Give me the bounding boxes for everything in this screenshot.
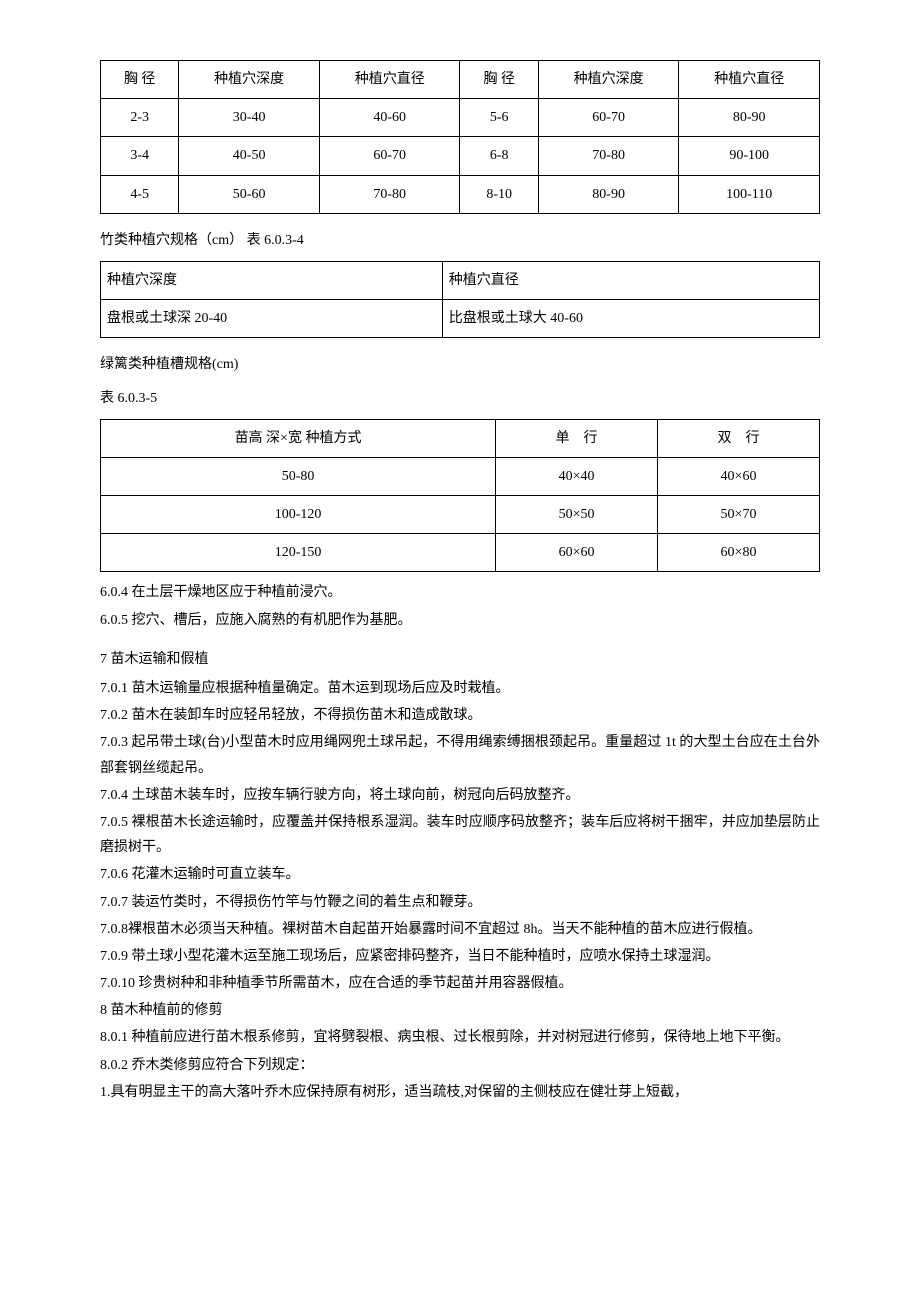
table-cell: 40×40: [496, 457, 658, 495]
planting-spec-table-1: 胸 径 种植穴深度 种植穴直径 胸 径 种植穴深度 种植穴直径 2-3 30-4…: [100, 60, 820, 214]
table-cell: 40×60: [658, 457, 820, 495]
paragraph-702: 7.0.2 苗木在装卸车时应轻吊轻放，不得损伤苗木和造成散球。: [100, 703, 820, 728]
paragraph-706: 7.0.6 花灌木运输时可直立装车。: [100, 862, 820, 887]
table-cell: 50-60: [179, 175, 320, 213]
table-cell: 80-90: [538, 175, 679, 213]
paragraph-802: 8.0.2 乔木类修剪应符合下列规定：: [100, 1053, 820, 1078]
section-7-title: 7 苗木运输和假植: [100, 647, 820, 672]
table-cell: 种植穴深度: [101, 261, 443, 299]
paragraph-604: 6.0.4 在土层干燥地区应于种植前浸穴。: [100, 580, 820, 605]
table-header: 种植穴深度: [179, 61, 320, 99]
table-header: 胸 径: [101, 61, 179, 99]
paragraph-605: 6.0.5 挖穴、槽后，应施入腐熟的有机肥作为基肥。: [100, 608, 820, 633]
table-cell: 50-80: [101, 457, 496, 495]
table-cell: 盘根或土球深 20-40: [101, 300, 443, 338]
table-cell: 60×80: [658, 534, 820, 572]
paragraph-705: 7.0.5 裸根苗木长途运输时，应覆盖并保持根系湿润。装车时应顺序码放整齐；装车…: [100, 810, 820, 860]
hedge-spec-table: 苗高 深×宽 种植方式 单 行 双 行 50-80 40×40 40×60 10…: [100, 419, 820, 573]
table-cell: 50×50: [496, 496, 658, 534]
table-cell: 60-70: [538, 99, 679, 137]
section-8-title: 8 苗木种植前的修剪: [100, 998, 820, 1023]
table-cell: 50×70: [658, 496, 820, 534]
table-cell: 3-4: [101, 137, 179, 175]
paragraph-704: 7.0.4 土球苗木装车时，应按车辆行驶方向，将土球向前，树冠向后码放整齐。: [100, 783, 820, 808]
table-header: 种植穴深度: [538, 61, 679, 99]
table-cell: 60×60: [496, 534, 658, 572]
bamboo-spec-table: 种植穴深度 种植穴直径 盘根或土球深 20-40 比盘根或土球大 40-60: [100, 261, 820, 338]
table-cell: 60-70: [319, 137, 460, 175]
table-cell: 4-5: [101, 175, 179, 213]
table-cell: 100-120: [101, 496, 496, 534]
table-cell: 6-8: [460, 137, 538, 175]
table-cell: 70-80: [538, 137, 679, 175]
table-header: 双 行: [658, 419, 820, 457]
paragraph-801: 8.0.1 种植前应进行苗木根系修剪，宜将劈裂根、病虫根、过长根剪除，并对树冠进…: [100, 1025, 820, 1050]
paragraph-703: 7.0.3 起吊带土球(台)小型苗木时应用绳网兜土球吊起，不得用绳索缚捆根颈起吊…: [100, 730, 820, 780]
table-header: 胸 径: [460, 61, 538, 99]
table-cell: 5-6: [460, 99, 538, 137]
paragraph-701: 7.0.1 苗木运输量应根据种植量确定。苗木运到现场后应及时栽植。: [100, 676, 820, 701]
paragraph-707: 7.0.7 装运竹类时，不得损伤竹竿与竹鞭之间的着生点和鞭芽。: [100, 890, 820, 915]
table-cell: 120-150: [101, 534, 496, 572]
table-cell: 种植穴直径: [442, 261, 819, 299]
table2-title: 竹类种植穴规格（cm） 表 6.0.3-4: [100, 228, 820, 253]
table3-title: 绿篱类种植槽规格(cm): [100, 352, 820, 377]
table-header: 种植穴直径: [319, 61, 460, 99]
table-cell: 40-50: [179, 137, 320, 175]
table-cell: 40-60: [319, 99, 460, 137]
paragraph-709: 7.0.9 带土球小型花灌木运至施工现场后，应紧密排码整齐，当日不能种植时，应喷…: [100, 944, 820, 969]
paragraph-708: 7.0.8裸根苗木必须当天种植。裸树苗木自起苗开始暴露时间不宜超过 8h。当天不…: [100, 917, 820, 942]
table-cell: 90-100: [679, 137, 820, 175]
table-cell: 100-110: [679, 175, 820, 213]
paragraph-7010: 7.0.10 珍贵树种和非种植季节所需苗木，应在合适的季节起苗并用容器假植。: [100, 971, 820, 996]
table-cell: 70-80: [319, 175, 460, 213]
table-cell: 2-3: [101, 99, 179, 137]
table-cell: 比盘根或土球大 40-60: [442, 300, 819, 338]
table3-subtitle: 表 6.0.3-5: [100, 386, 820, 411]
table-cell: 8-10: [460, 175, 538, 213]
table-header: 苗高 深×宽 种植方式: [101, 419, 496, 457]
table-cell: 30-40: [179, 99, 320, 137]
table-header: 种植穴直径: [679, 61, 820, 99]
table-header: 单 行: [496, 419, 658, 457]
table-cell: 80-90: [679, 99, 820, 137]
paragraph-802-1: 1.具有明显主干的高大落叶乔木应保持原有树形，适当疏枝,对保留的主侧枝应在健壮芽…: [100, 1080, 820, 1105]
